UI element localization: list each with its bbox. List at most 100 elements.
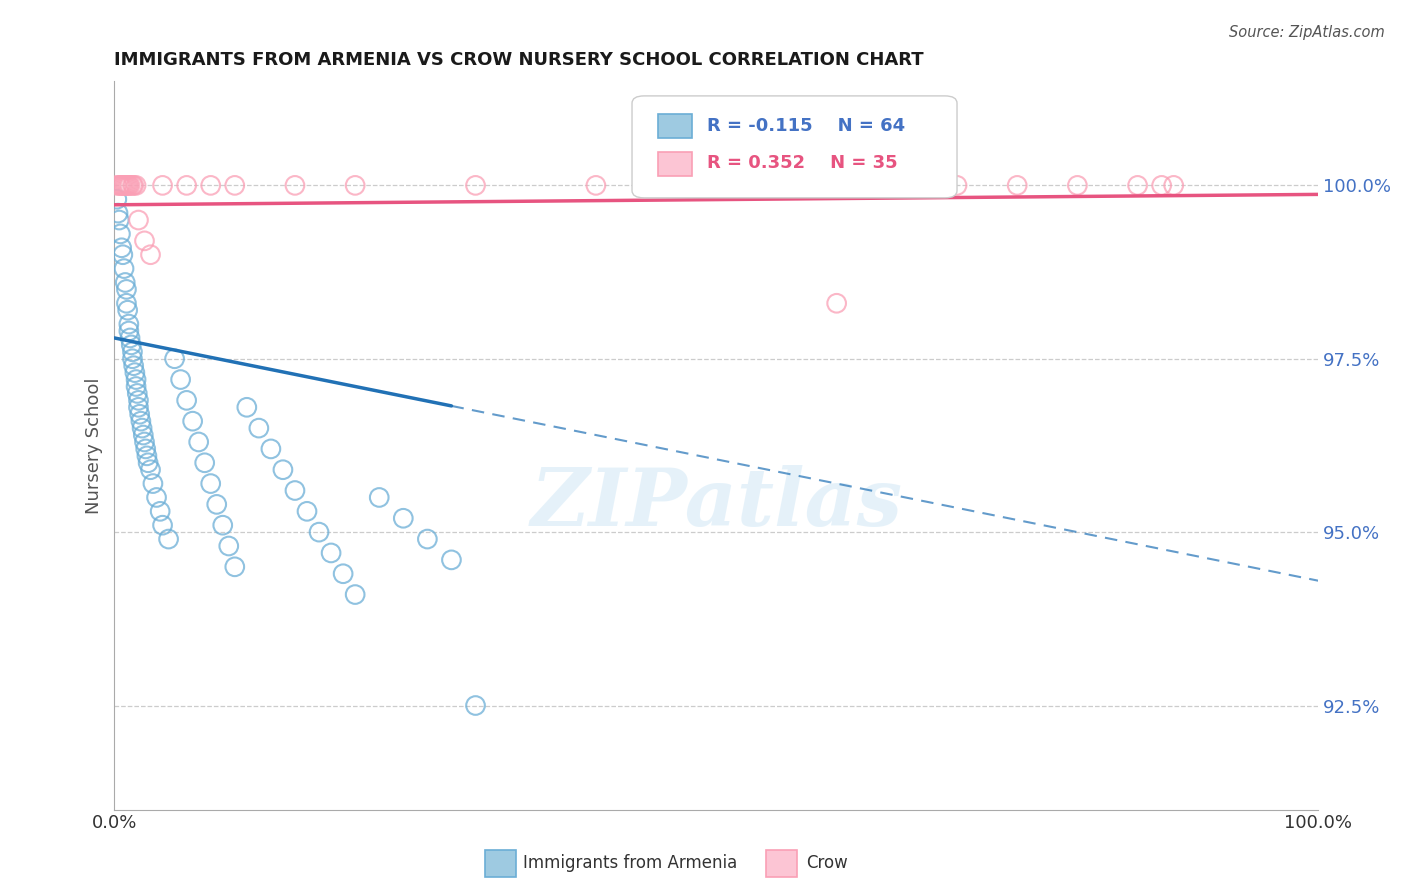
Point bbox=[176, 178, 198, 193]
Point bbox=[122, 359, 145, 373]
Point bbox=[200, 178, 222, 193]
Point bbox=[111, 241, 134, 255]
Point bbox=[224, 559, 246, 574]
Point bbox=[115, 282, 138, 296]
Text: Immigrants from Armenia: Immigrants from Armenia bbox=[523, 855, 737, 872]
Point bbox=[247, 421, 270, 435]
Point bbox=[585, 178, 607, 193]
Point bbox=[125, 373, 148, 387]
Point bbox=[152, 178, 174, 193]
Text: R = -0.115    N = 64: R = -0.115 N = 64 bbox=[707, 118, 905, 136]
FancyBboxPatch shape bbox=[658, 113, 692, 138]
Point bbox=[117, 178, 139, 193]
Point bbox=[121, 351, 143, 366]
Point bbox=[295, 504, 318, 518]
Point bbox=[127, 386, 149, 401]
Point bbox=[392, 511, 415, 525]
Point bbox=[149, 504, 172, 518]
Point bbox=[134, 234, 156, 248]
Text: Source: ZipAtlas.com: Source: ZipAtlas.com bbox=[1229, 25, 1385, 40]
Point bbox=[946, 178, 969, 193]
Point bbox=[132, 428, 155, 442]
Point bbox=[218, 539, 240, 553]
Point bbox=[110, 227, 132, 241]
Point bbox=[121, 178, 143, 193]
Point bbox=[121, 344, 143, 359]
Point bbox=[125, 379, 148, 393]
Point bbox=[127, 401, 149, 415]
Point bbox=[112, 261, 135, 276]
Point bbox=[176, 393, 198, 408]
Point bbox=[704, 178, 727, 193]
Point bbox=[128, 407, 150, 421]
Point bbox=[344, 588, 367, 602]
Point bbox=[260, 442, 283, 456]
Text: ZIPatlas: ZIPatlas bbox=[530, 465, 903, 542]
Point bbox=[115, 296, 138, 310]
Point bbox=[127, 213, 149, 227]
Point bbox=[1066, 178, 1088, 193]
Point bbox=[1150, 178, 1173, 193]
Point bbox=[117, 303, 139, 318]
Text: IMMIGRANTS FROM ARMENIA VS CROW NURSERY SCHOOL CORRELATION CHART: IMMIGRANTS FROM ARMENIA VS CROW NURSERY … bbox=[114, 51, 924, 69]
Point bbox=[224, 178, 246, 193]
Point bbox=[136, 456, 159, 470]
Point bbox=[308, 525, 330, 540]
Point bbox=[120, 331, 142, 345]
Point bbox=[205, 497, 228, 511]
Point bbox=[134, 434, 156, 449]
Point bbox=[886, 178, 908, 193]
Point bbox=[108, 178, 131, 193]
Point bbox=[236, 401, 259, 415]
Point bbox=[111, 178, 134, 193]
Point bbox=[120, 338, 142, 352]
Point bbox=[139, 463, 162, 477]
Point bbox=[110, 178, 132, 193]
Point bbox=[118, 178, 141, 193]
Text: Crow: Crow bbox=[806, 855, 848, 872]
Point bbox=[142, 476, 165, 491]
Point bbox=[194, 456, 217, 470]
Point bbox=[135, 442, 157, 456]
Point bbox=[111, 248, 134, 262]
Point bbox=[139, 248, 162, 262]
Point bbox=[464, 178, 486, 193]
Point bbox=[464, 698, 486, 713]
Point bbox=[112, 178, 135, 193]
Point bbox=[284, 178, 307, 193]
Point bbox=[169, 373, 191, 387]
Text: R = 0.352    N = 35: R = 0.352 N = 35 bbox=[707, 154, 897, 172]
FancyBboxPatch shape bbox=[633, 96, 957, 198]
Point bbox=[125, 178, 148, 193]
Point bbox=[332, 566, 354, 581]
Point bbox=[825, 296, 848, 310]
Point bbox=[163, 351, 186, 366]
Point bbox=[120, 178, 142, 193]
Point bbox=[416, 532, 439, 546]
Point bbox=[187, 434, 209, 449]
Point bbox=[181, 414, 204, 428]
Y-axis label: Nursery School: Nursery School bbox=[86, 377, 103, 514]
Point bbox=[127, 393, 149, 408]
Point bbox=[118, 317, 141, 331]
Point bbox=[145, 491, 167, 505]
Point bbox=[131, 421, 153, 435]
Point bbox=[368, 491, 391, 505]
Point bbox=[319, 546, 342, 560]
Point bbox=[825, 178, 848, 193]
Point bbox=[344, 178, 367, 193]
Point bbox=[115, 178, 138, 193]
Point bbox=[107, 206, 129, 220]
Point bbox=[111, 178, 134, 193]
Point bbox=[271, 463, 294, 477]
Point bbox=[211, 518, 233, 533]
Point bbox=[108, 213, 131, 227]
Point bbox=[129, 414, 152, 428]
Point bbox=[152, 518, 174, 533]
FancyBboxPatch shape bbox=[658, 152, 692, 176]
Point bbox=[284, 483, 307, 498]
Point bbox=[1126, 178, 1149, 193]
Point bbox=[105, 178, 128, 193]
Point bbox=[157, 532, 180, 546]
Point bbox=[118, 324, 141, 338]
